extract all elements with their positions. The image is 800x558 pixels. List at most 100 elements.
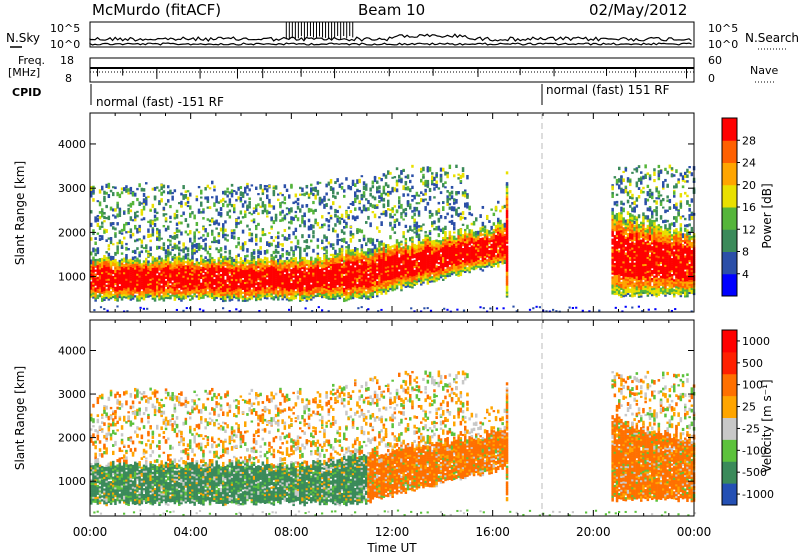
rti-cell [116,289,119,291]
freq-traces [90,68,694,79]
rti-cell [158,278,161,280]
rti-cell [374,289,377,291]
rti-cell [176,274,179,276]
rti-scatter [446,195,449,198]
rti-cell [352,295,355,297]
rti-cell [103,285,106,287]
rti-cell [420,251,423,253]
rti-scatter [275,217,278,222]
rti-cell [306,297,309,299]
rti-cell [292,288,295,290]
rti-cell [303,275,306,277]
rti-cell [336,277,339,279]
rti-cell [411,250,414,252]
rti-cell [319,263,322,265]
rti-cell [163,297,166,299]
rti-cell [237,261,240,263]
rti-cell [275,288,278,290]
rti-scatter [328,199,331,201]
rti-cell [451,245,454,247]
rti-cell [332,290,335,292]
rti-scatter [224,237,227,240]
rti-scatter [367,248,370,251]
rti-cell [251,279,254,281]
rti-cell [160,267,163,269]
rti-cell [356,270,359,272]
rti-scatter [99,258,102,262]
rti-cell [380,261,383,263]
rti-cell [101,276,104,278]
rti-scatter [416,233,419,236]
rti-scatter [105,184,108,188]
rti-scatter [125,247,128,251]
rti-scatter [222,198,225,202]
rti-cell [224,299,227,301]
rti-cell [367,264,370,266]
rti-scatter [97,218,100,222]
rti-cell [323,296,326,298]
rti-cell [303,261,306,263]
rti-scatter [295,215,298,218]
rti-cell [119,292,122,294]
rti-cell [121,284,124,286]
rti-scatter [213,185,216,188]
rti-scatter [213,202,216,207]
rti-cell [449,275,452,277]
rti-scatter [334,196,337,199]
rti-cell [345,253,348,255]
rti-cell [466,239,469,241]
rti-scatter [224,251,227,253]
rti-cell [244,284,247,286]
rti-cell [462,242,465,244]
rti-scatter [343,231,346,234]
rti-cell [235,295,238,297]
rti-cell [268,277,271,279]
rti-cell [424,248,427,250]
rti-cell [427,262,430,264]
rti-scatter [334,181,337,184]
rti-cell [350,297,353,299]
rti-scatter [143,198,146,203]
rti-cell [176,272,179,274]
rti-cell [156,291,159,293]
rti-cell [310,263,313,265]
rti-scatter [259,246,262,250]
rti-scatter [209,224,212,226]
rti-scatter [398,179,401,182]
rti-cell [378,285,381,287]
rti-cell [182,258,185,260]
rti-cell [101,260,104,262]
rti-scatter [308,197,311,199]
rti-cell [185,285,188,287]
rti-scatter [442,168,445,172]
rti-cell [400,271,403,273]
rti-cell [473,240,476,242]
power-heatmap [90,164,695,312]
rti-scatter [372,211,375,213]
rti-cell [202,267,205,269]
rti-scatter [433,240,436,245]
rti-scatter [336,234,339,238]
rti-cell [420,263,423,265]
rti-cell [361,269,364,271]
rti-scatter [460,216,463,221]
rti-cell [229,261,232,263]
rti-cell [204,262,207,264]
rti-scatter [284,229,287,232]
rti-cell [101,284,104,286]
rti-scatter [341,218,344,220]
rti-cell [185,271,188,273]
rti-cell [220,286,223,288]
rti-cell [427,235,430,237]
rti-cell [396,267,399,269]
rti-cell [253,285,256,287]
rti-scatter [277,246,280,248]
rti-cell [343,272,346,274]
rti-scatter [409,206,412,210]
rti-cell [317,265,320,267]
rti-scatter [160,247,163,250]
rti-cell [229,293,232,295]
rti-scatter [451,220,454,225]
rti-cell [215,285,218,287]
rti-cell [431,244,434,246]
